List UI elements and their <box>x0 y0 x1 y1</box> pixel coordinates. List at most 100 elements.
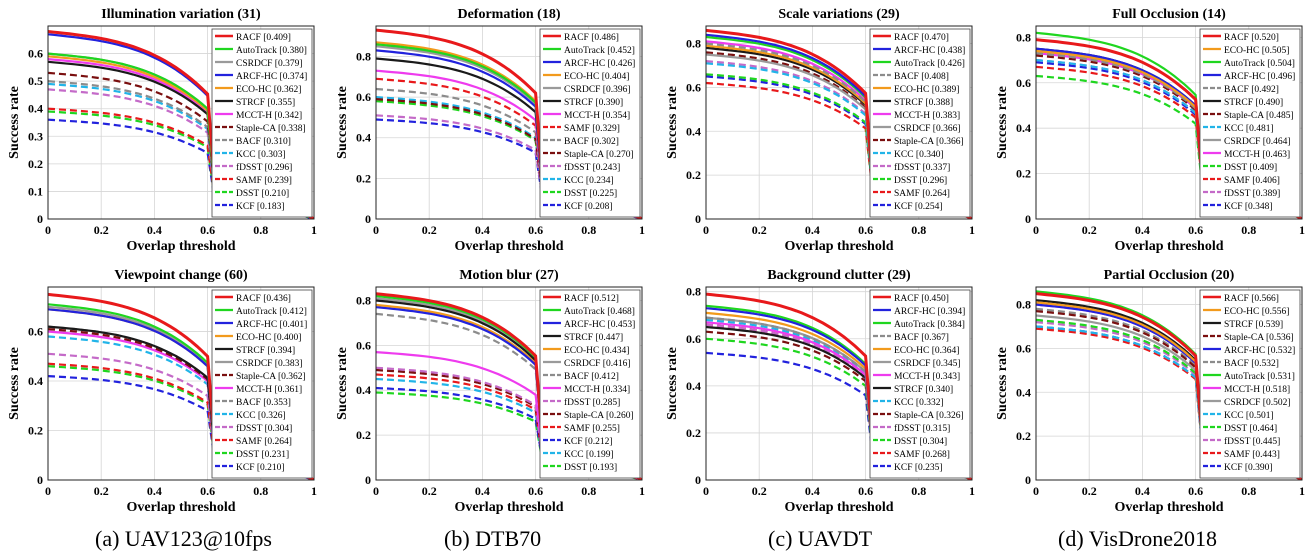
y-axis-label: Success rate <box>7 347 22 420</box>
chart-panel: 0 0.2 0.4 0.6 0.8 1 0 0.2 0.4 0.6 0.8 Deformation (… <box>335 7 645 254</box>
y-tick-label: 0.2 <box>356 171 371 185</box>
legend-label: SAMF [0.443] <box>1224 450 1280 460</box>
legend-label: KCF [0.235] <box>894 463 943 473</box>
x-axis-label: Overlap threshold <box>1114 239 1223 254</box>
x-tick-label: 0.2 <box>752 484 767 498</box>
x-tick-label: 0.2 <box>422 223 437 237</box>
caption-d: (d) VisDrone2018 <box>1058 526 1217 551</box>
legend-label: KCC [0.234] <box>564 176 614 186</box>
legend-label: KCC [0.332] <box>894 398 944 408</box>
x-tick-label: 0 <box>1033 223 1039 237</box>
y-tick-label: 0 <box>37 473 43 487</box>
legend-label: ARCF-HC [0.532] <box>1224 346 1295 356</box>
legend-label: RACF [0.512] <box>564 294 619 304</box>
legend-label: AutoTrack [0.452] <box>564 46 635 56</box>
chart-title: Full Occlusion (14) <box>1112 7 1226 22</box>
legend-label: Staple-CA [0.362] <box>236 372 306 382</box>
legend-label: ECO-HC [0.364] <box>894 346 959 356</box>
legend-label: ARCF-HC [0.401] <box>236 320 307 330</box>
y-tick-label: 0.6 <box>356 338 371 352</box>
y-tick-label: 0.8 <box>1016 298 1031 312</box>
legend-label: ARCF-HC [0.374] <box>236 72 307 82</box>
legend-label: DSST [0.193] <box>564 463 617 473</box>
y-tick-label: 0.6 <box>686 80 701 94</box>
legend-label: BACF [0.353] <box>236 398 291 408</box>
legend-label: BACF [0.367] <box>894 333 949 343</box>
y-tick-label: 0.2 <box>356 428 371 442</box>
legend-label: AutoTrack [0.380] <box>236 46 307 56</box>
legend-label: KCF [0.183] <box>236 202 285 212</box>
legend-label: fDSST [0.243] <box>564 162 620 173</box>
series-line-fDSST <box>48 352 314 480</box>
legend-label: KCF [0.210] <box>236 463 285 473</box>
chart-title: Motion blur (27) <box>459 268 559 283</box>
series-line-KCF <box>48 375 314 480</box>
y-tick-label: 0.4 <box>28 374 43 388</box>
y-tick-label: 0.4 <box>28 102 43 116</box>
legend-label: MCCT-H [0.334] <box>564 385 630 395</box>
legend-label: AutoTrack [0.426] <box>894 59 965 69</box>
x-tick-label: 0 <box>373 484 379 498</box>
y-tick-label: 0.4 <box>1016 121 1031 135</box>
legend-label: MCCT-H [0.354] <box>564 111 630 121</box>
legend-label: CSRDCF [0.464] <box>1224 137 1291 147</box>
legend-label: fDSST [0.315] <box>894 423 950 434</box>
legend-label: MCCT-H [0.361] <box>236 385 302 395</box>
x-axis-label: Overlap threshold <box>126 500 235 515</box>
chart-title: Illumination variation (31) <box>101 7 261 22</box>
x-tick-label: 0.2 <box>422 484 437 498</box>
y-tick-label: 0.4 <box>686 379 701 393</box>
legend-label: AutoTrack [0.531] <box>1224 372 1295 382</box>
legend-label: RACF [0.450] <box>894 294 949 304</box>
y-tick-label: 0.8 <box>356 293 371 307</box>
chart-title: Deformation (18) <box>457 7 560 22</box>
caption-a: (a) UAV123@10fps <box>95 526 272 551</box>
x-tick-label: 1 <box>639 484 645 498</box>
legend-label: SAMF [0.264] <box>894 189 950 199</box>
series-line-DSST <box>706 73 972 219</box>
y-tick-label: 0 <box>365 473 371 487</box>
legend-label: CSRDCF [0.416] <box>564 359 631 369</box>
x-tick-label: 1 <box>969 223 975 237</box>
legend-label: MCCT-H [0.518] <box>1224 385 1290 395</box>
x-tick-label: 0.4 <box>1135 484 1150 498</box>
x-tick-label: 0 <box>373 223 379 237</box>
x-tick-label: 0 <box>45 484 51 498</box>
legend-label: AutoTrack [0.412] <box>236 307 307 317</box>
legend <box>869 289 971 479</box>
legend-label: KCC [0.326] <box>236 411 286 421</box>
y-tick-label: 0 <box>1025 212 1031 226</box>
x-tick-label: 0.2 <box>1082 484 1097 498</box>
legend-label: RACF [0.409] <box>236 33 291 43</box>
x-tick-label: 1 <box>1299 223 1305 237</box>
x-axis-label: Overlap threshold <box>784 500 893 515</box>
legend-label: ECO-HC [0.404] <box>564 72 629 82</box>
y-tick-label: 0.2 <box>686 426 701 440</box>
legend-label: SAMF [0.264] <box>236 437 292 447</box>
legend-label: STRCF [0.355] <box>236 98 295 108</box>
y-axis-label: Success rate <box>995 347 1010 420</box>
x-tick-label: 0.4 <box>475 223 490 237</box>
x-tick-label: 0.6 <box>200 223 215 237</box>
legend-label: DSST [0.409] <box>1224 163 1277 173</box>
legend-label: STRCF [0.447] <box>564 333 623 343</box>
legend-label: CSRDCF [0.502] <box>1224 398 1291 408</box>
legend <box>211 28 313 218</box>
chart-panel: 0 0.2 0.4 0.6 0.8 1 0 0.2 0.4 0.6 0.8 Partial Occlu… <box>995 268 1305 515</box>
y-tick-label: 0.6 <box>1016 76 1031 90</box>
legend <box>539 289 641 479</box>
legend-label: RACF [0.566] <box>1224 294 1279 304</box>
legend-label: SAMF [0.239] <box>236 176 292 186</box>
legend-label: ARCF-HC [0.453] <box>564 320 635 330</box>
y-tick-label: 0.2 <box>28 424 43 438</box>
series-line-BACF <box>376 312 642 480</box>
legend-label: BACF [0.302] <box>564 137 619 147</box>
series-line-BACF <box>706 316 972 480</box>
legend-label: fDSST [0.337] <box>894 162 950 173</box>
legend-label: CSRDCF [0.383] <box>236 359 303 369</box>
legend-label: KCF [0.390] <box>1224 463 1273 473</box>
y-tick-label: 0.8 <box>686 285 701 299</box>
legend-label: KCF [0.348] <box>1224 202 1273 212</box>
y-axis-label: Success rate <box>665 86 680 159</box>
x-tick-label: 0.2 <box>94 484 109 498</box>
